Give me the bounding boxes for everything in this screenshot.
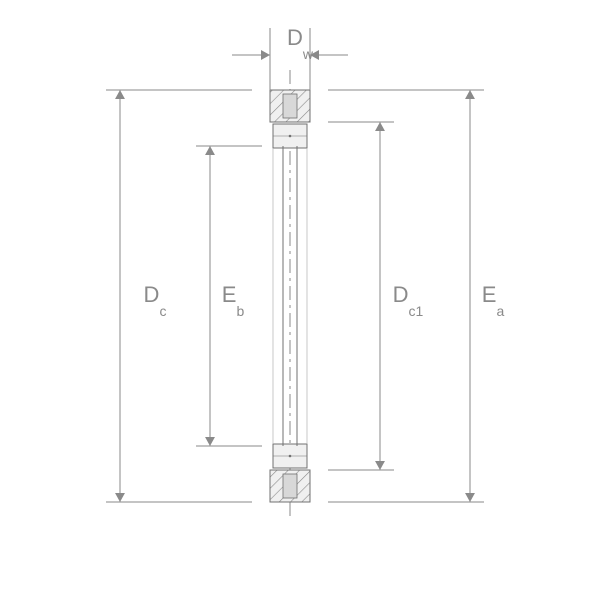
label-ea: Ea [482, 282, 505, 319]
label-dc: Dc [144, 282, 167, 319]
label-eb: Eb [222, 282, 245, 319]
bearing-diagram: DwDcEbDc1Ea [0, 0, 600, 600]
label-dc1: Dc1 [393, 282, 424, 319]
